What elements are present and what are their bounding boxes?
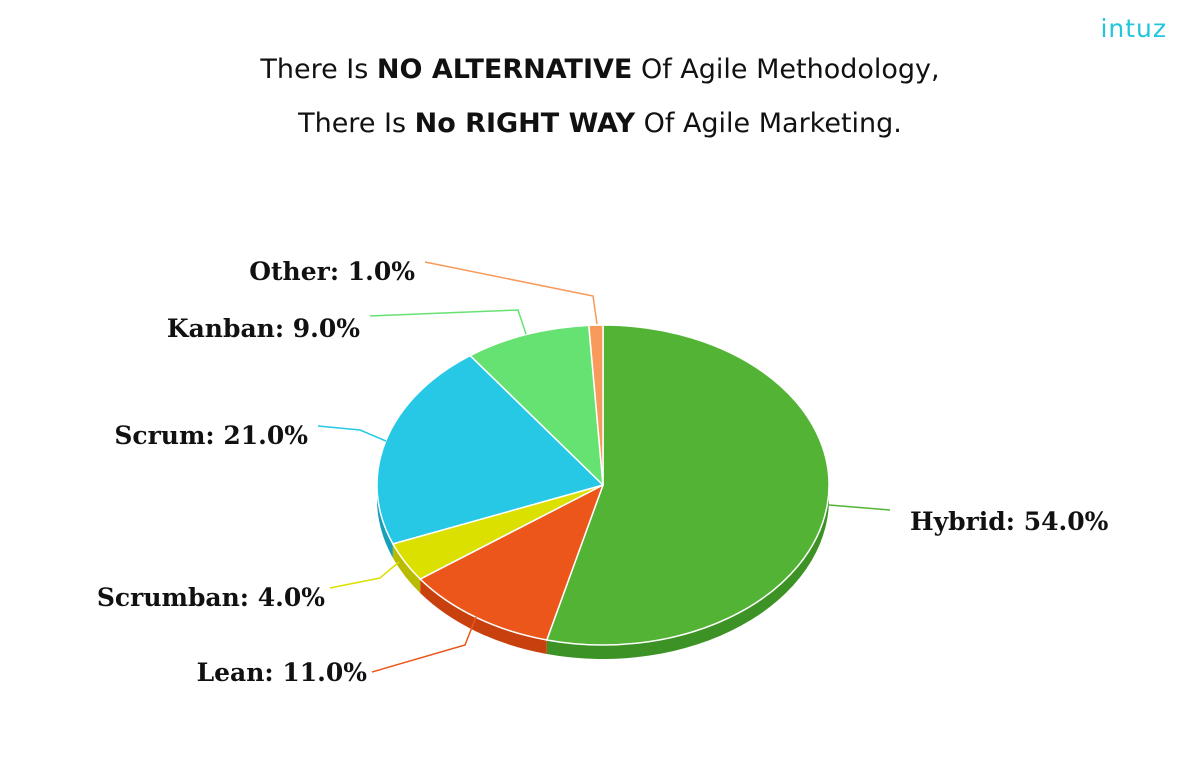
headline-2-post: Of Agile Marketing. bbox=[635, 108, 902, 139]
leader-lines bbox=[317, 261, 891, 673]
leader-hybrid bbox=[828, 504, 891, 511]
slice-labels: Hybrid: 54.0% Lean: 11.0% Scrumban: 4.0% Sc… bbox=[97, 257, 1109, 687]
label-hybrid: Hybrid: 54.0% bbox=[910, 507, 1109, 536]
slice-kanban bbox=[469, 324, 604, 486]
leader-scrumban bbox=[329, 561, 400, 589]
side-lean bbox=[420, 579, 547, 654]
headline-line-1: There Is NO ALTERNATIVE Of Agile Methodo… bbox=[0, 54, 1200, 85]
leader-scrum bbox=[317, 425, 387, 442]
pie-slices bbox=[376, 324, 830, 646]
leader-lean bbox=[371, 616, 477, 673]
headline-1-post: Of Agile Methodology, bbox=[632, 54, 940, 85]
headline-line-2: There Is No RIGHT WAY Of Agile Marketing… bbox=[0, 108, 1200, 139]
label-scrum: Scrum: 21.0% bbox=[114, 421, 308, 450]
slice-hybrid bbox=[546, 324, 830, 646]
headline-2-pre: There Is bbox=[298, 108, 415, 139]
label-kanban: Kanban: 9.0% bbox=[167, 314, 360, 343]
slice-other bbox=[588, 324, 604, 486]
label-lean: Lean: 11.0% bbox=[197, 658, 368, 687]
headline-2-bold: No RIGHT WAY bbox=[414, 108, 636, 139]
label-scrumban: Scrumban: 4.0% bbox=[97, 583, 325, 612]
label-other: Other: 1.0% bbox=[249, 257, 415, 286]
intuz-logo: intuz bbox=[1100, 14, 1167, 43]
leader-kanban bbox=[369, 309, 527, 335]
leader-other bbox=[424, 261, 598, 325]
side-scrum bbox=[377, 485, 393, 558]
headline-1-pre: There Is bbox=[260, 54, 377, 85]
headline-1-bold: NO ALTERNATIVE bbox=[376, 54, 633, 85]
